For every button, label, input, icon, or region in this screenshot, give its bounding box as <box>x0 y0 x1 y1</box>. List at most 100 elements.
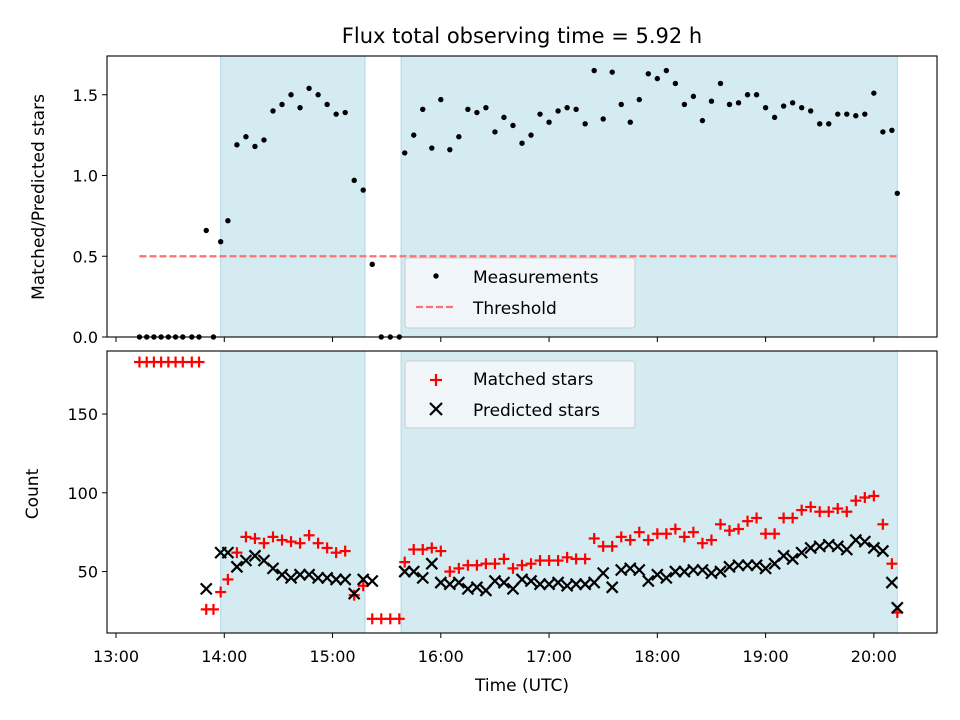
matched-star-point <box>606 540 618 552</box>
x-tick-label: 14:00 <box>201 647 247 666</box>
predicted-star-point <box>329 573 343 586</box>
x-tick-label: 18:00 <box>634 647 680 666</box>
measurement-point <box>573 106 579 112</box>
measurement-point <box>501 114 507 121</box>
matched-star-point <box>868 490 880 502</box>
matched-star-point <box>877 518 889 530</box>
legend-measurements-marker <box>433 273 439 279</box>
top-y-tick-label: 0.5 <box>73 247 98 266</box>
predicted-star-point <box>741 558 754 572</box>
measurement-point <box>663 67 670 74</box>
bottom-y-tick-label: 100 <box>67 484 98 503</box>
top-shaded-interval-0 <box>220 55 366 338</box>
matched-star-point <box>249 532 261 544</box>
predicted-star-point <box>248 549 262 563</box>
matched-star-point <box>742 515 754 527</box>
matched-star-point <box>696 537 708 549</box>
bottom-legend: Matched stars Predicted stars <box>404 360 636 429</box>
matched-star-point <box>444 566 456 578</box>
measurement-point <box>315 92 321 98</box>
legend-matched-marker <box>430 374 442 386</box>
measurement-point <box>203 227 209 234</box>
predicted-star-point <box>497 576 511 589</box>
bottom-x-axis: 13:00 14:00 15:00 16:00 17:00 18:00 19:00 20:00 <box>93 633 897 666</box>
measurement-point <box>708 98 715 104</box>
measurement-point <box>789 100 796 106</box>
predicted-star-point <box>795 546 808 559</box>
measurement-point <box>894 190 901 196</box>
measurement-point <box>351 177 357 184</box>
measurement-point <box>447 146 453 153</box>
matched-star-point <box>321 542 333 554</box>
matched-star-point <box>796 504 808 516</box>
measurement-point <box>402 150 408 156</box>
measurement-point <box>753 92 760 98</box>
legend-measurements-label: Measurements <box>473 268 599 288</box>
measurement-point <box>591 67 597 74</box>
predicted-star-point <box>687 563 700 577</box>
predicted-star-point <box>858 535 872 548</box>
measurement-point <box>853 113 859 119</box>
matched-star-point <box>561 551 573 563</box>
measurement-point <box>672 80 679 87</box>
measurement-point <box>826 121 832 127</box>
predicted-star-point <box>651 568 664 581</box>
predicted-star-point <box>407 565 421 578</box>
measurement-point <box>252 143 258 150</box>
measurement-point <box>717 80 724 87</box>
predicted-star-point <box>266 562 280 575</box>
matched-star-point <box>258 537 270 549</box>
predicted-star-point <box>470 581 484 594</box>
predicted-star-point <box>284 571 298 585</box>
matched-star-point <box>471 559 483 571</box>
matched-star-point <box>660 528 672 540</box>
matched-star-point <box>276 534 288 546</box>
measurement-point <box>645 71 652 77</box>
measurement-point <box>225 218 231 224</box>
predicted-star-point <box>669 565 682 578</box>
matched-star-point <box>525 558 537 570</box>
matched-star-point <box>805 501 817 513</box>
bottom-y-axis-label: Count <box>23 468 43 519</box>
x-tick-label: 17:00 <box>526 647 572 666</box>
measurement-point <box>297 104 303 111</box>
measurement-point <box>627 119 633 125</box>
top-y-tick-label: 0.0 <box>73 328 98 347</box>
bottom-y-axis: 50 100 150 <box>67 405 107 582</box>
x-tick-label: 19:00 <box>743 647 789 666</box>
matched-star-point <box>417 544 429 556</box>
measurement-point <box>618 101 624 108</box>
x-tick-label: 15:00 <box>309 647 355 666</box>
matched-star-point <box>393 613 405 625</box>
matched-star-point <box>733 523 745 535</box>
matched-star-point <box>823 506 835 518</box>
matched-star-point <box>215 586 227 598</box>
bottom-y-tick-label: 50 <box>78 563 98 582</box>
chart-title: Flux total observing time = 5.92 h <box>342 24 702 48</box>
predicted-star-point <box>452 576 466 589</box>
top-y-axis: 0.0 0.5 1.0 1.5 <box>73 86 107 347</box>
top-y-tick-label: 1.5 <box>73 86 98 105</box>
measurement-point <box>726 101 733 108</box>
predicted-star-point <box>230 560 244 574</box>
predicted-star-point <box>759 562 772 575</box>
predicted-star-point <box>660 571 673 585</box>
top-plot-frame <box>106 55 938 338</box>
bottom-shaded-interval-0 <box>220 350 366 634</box>
predicted-star-point <box>786 552 799 566</box>
measurement-point <box>582 121 588 127</box>
x-tick-label: 16:00 <box>418 647 464 666</box>
measurement-point <box>862 111 868 117</box>
matched-star-point <box>498 553 510 565</box>
measurement-point <box>243 134 249 140</box>
top-data-marks <box>136 67 901 340</box>
predicted-star-point <box>633 563 646 577</box>
matched-star-point <box>588 532 600 544</box>
top-legend: Measurements Threshold <box>404 257 636 329</box>
matched-star-point <box>285 536 297 548</box>
matched-star-point <box>552 555 564 567</box>
matched-star-point <box>687 526 699 538</box>
measurement-point <box>564 104 570 111</box>
measurement-point <box>369 261 375 268</box>
measurement-point <box>889 127 895 133</box>
